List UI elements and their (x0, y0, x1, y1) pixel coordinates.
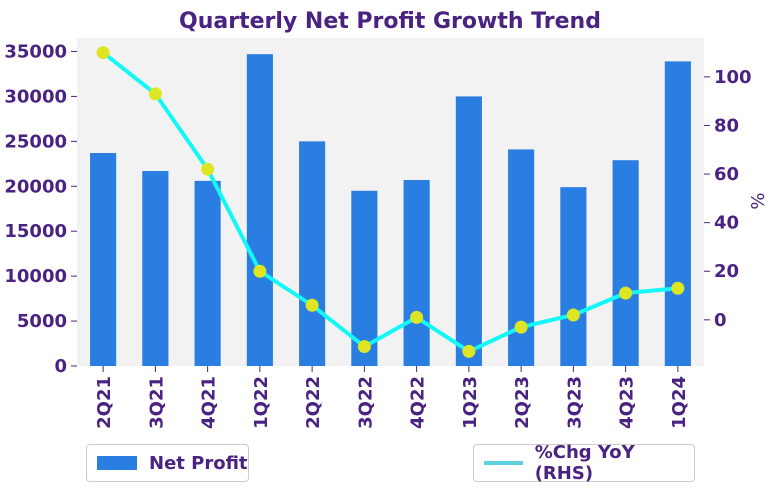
line-path (101, 50, 680, 354)
legend-chg-yoy: %Chg YoY (RHS) (473, 442, 695, 484)
legend-label-net-profit: Net Profit (149, 452, 248, 474)
right-tick-label: 100 (714, 67, 752, 88)
bar-1Q24 (664, 61, 691, 367)
left-tick-label: 35000 (4, 41, 67, 62)
bar-3Q22 (351, 190, 378, 366)
line-series (96, 46, 685, 358)
left-tick-label: 15000 (4, 221, 67, 242)
legend-swatch-bar (97, 456, 137, 470)
left-tick-label: 5000 (17, 311, 67, 332)
bar-series (90, 54, 691, 367)
legend-net-profit: Net Profit (86, 444, 249, 482)
point-1Q22 (253, 264, 267, 278)
point-1Q24 (671, 281, 685, 295)
x-tick-label: 2Q22 (303, 376, 324, 429)
x-axis: 2Q21 3Q21 4Q21 1Q22 2Q22 3Q22 4Q22 1Q23 2Q23 3Q23… (94, 366, 690, 429)
left-tick-label: 10000 (4, 266, 67, 287)
point-4Q22 (410, 310, 424, 324)
x-tick-label: 1Q23 (460, 376, 481, 429)
left-axis: 0 5000 10000 15000 20000 25000 30000 35000 (4, 41, 77, 377)
left-tick-label: 20000 (4, 176, 67, 197)
bar-3Q23 (560, 187, 587, 366)
x-tick-label: 4Q22 (408, 376, 429, 429)
right-tick-label: 40 (714, 213, 739, 234)
bar-4Q23 (612, 160, 639, 366)
point-1Q23 (462, 344, 476, 358)
x-tick-label: 2Q21 (94, 376, 115, 429)
right-tick-label: 20 (714, 261, 739, 282)
legend-swatch-line (484, 461, 523, 465)
right-tick-label: 60 (714, 164, 739, 185)
bar-4Q22 (403, 179, 430, 366)
point-4Q21 (201, 162, 215, 176)
x-tick-label: 1Q24 (669, 376, 690, 429)
point-4Q23 (619, 286, 633, 300)
x-tick-label: 4Q23 (617, 376, 638, 429)
x-tick-label: 2Q23 (512, 376, 533, 429)
legend-label-chg-yoy: %Chg YoY (RHS) (534, 442, 635, 484)
left-tick-label: 30000 (4, 86, 67, 107)
right-axis-label: % (748, 192, 769, 209)
point-2Q21 (96, 46, 110, 60)
point-2Q23 (514, 320, 528, 334)
bar-2Q21 (90, 153, 117, 366)
point-2Q22 (305, 298, 319, 312)
bar-3Q21 (142, 170, 169, 366)
right-tick-label: 80 (714, 115, 739, 136)
chart-title: Quarterly Net Profit Growth Trend (179, 9, 601, 34)
point-3Q22 (357, 340, 371, 354)
bar-1Q23 (455, 96, 482, 367)
left-tick-label: 25000 (4, 131, 67, 152)
x-tick-label: 3Q21 (146, 376, 167, 429)
left-tick-label: 0 (54, 356, 67, 377)
point-3Q21 (148, 87, 162, 101)
x-tick-label: 1Q22 (251, 376, 272, 429)
x-tick-label: 3Q22 (355, 376, 376, 429)
bar-2Q22 (299, 141, 326, 366)
bar-1Q22 (246, 54, 273, 366)
x-tick-label: 3Q23 (564, 376, 585, 429)
right-tick-label: 0 (714, 310, 727, 331)
right-axis: 0 20 40 60 80 100 (704, 67, 752, 331)
bar-4Q21 (194, 180, 221, 366)
point-3Q23 (566, 308, 580, 322)
x-tick-label: 4Q21 (199, 376, 220, 429)
plot-area (77, 38, 704, 366)
